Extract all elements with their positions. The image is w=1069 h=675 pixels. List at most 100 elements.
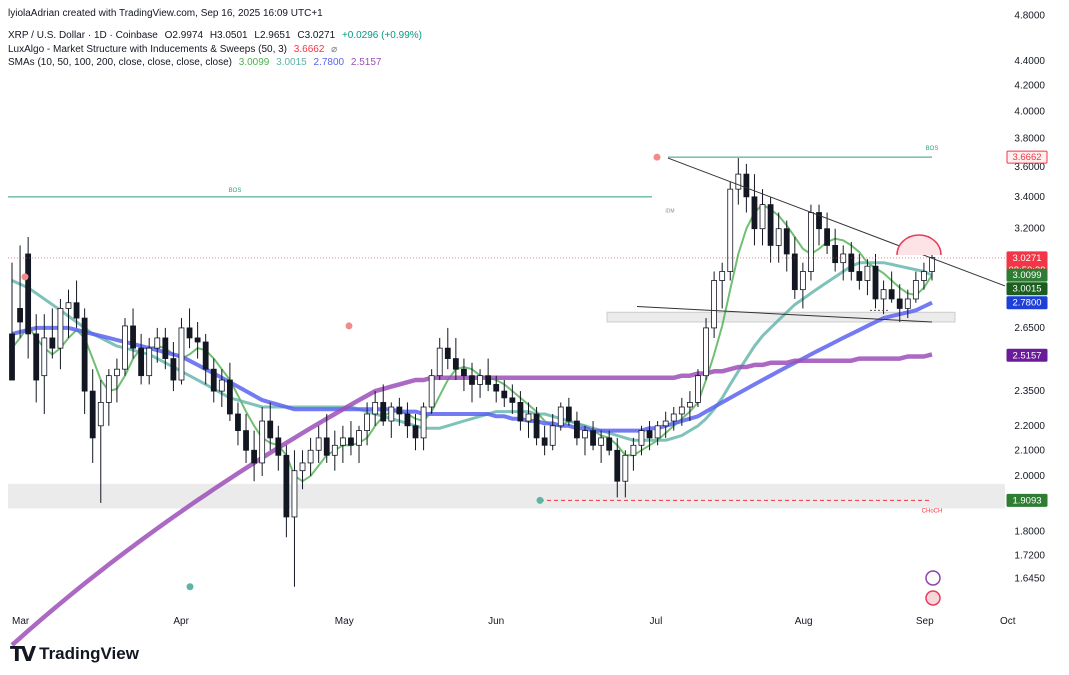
candle-body <box>557 406 564 427</box>
price-tag-text: 3.6662 <box>1012 152 1041 163</box>
candle-body <box>202 341 209 370</box>
bos-label: BOS <box>926 146 939 152</box>
candle-body <box>57 308 64 349</box>
candle-body <box>646 430 653 439</box>
candle-body <box>606 437 613 451</box>
candle-body <box>331 444 338 456</box>
us-flag-icon <box>925 590 941 606</box>
candle-body <box>420 406 427 439</box>
candle-body <box>767 204 774 246</box>
candle-body <box>259 420 266 464</box>
candle-body <box>727 188 734 272</box>
candle-body <box>622 454 629 482</box>
candle-body <box>565 406 572 422</box>
price-tag <box>1006 268 1048 282</box>
price-tag <box>1006 150 1048 164</box>
ohlc-close: C3.0271 <box>297 30 336 41</box>
candle-body <box>888 289 895 300</box>
candle-body <box>122 325 128 370</box>
candle-body <box>816 212 822 230</box>
candle-body <box>428 375 435 408</box>
y-tick-label: 4.2000 <box>1014 81 1045 92</box>
top-arc <box>896 234 942 256</box>
candle-body <box>840 253 847 264</box>
indicator-luxalgo-value: 3.6662 <box>293 44 325 55</box>
candle-body <box>695 375 701 403</box>
candle-body <box>638 430 645 446</box>
indicator-luxalgo-name[interactable]: LuxAlgo - Market Structure with Induceme… <box>8 44 288 55</box>
y-tick-label: 3.8000 <box>1014 133 1045 144</box>
candle-body <box>65 302 72 309</box>
y-tick-label: 2.3500 <box>1014 386 1045 397</box>
sma50-value: 3.0015 <box>276 57 307 68</box>
bos-label: BOS <box>229 188 242 194</box>
candle-body <box>348 437 354 446</box>
y-tick-label: 4.0000 <box>1014 106 1045 117</box>
x-tick-label: May <box>335 616 354 627</box>
price-tag <box>1006 348 1048 362</box>
sma100-value: 2.7800 <box>313 57 345 68</box>
y-tick-label: 2.2000 <box>1014 421 1045 432</box>
candle-body <box>307 449 314 464</box>
candle-body <box>719 271 726 281</box>
candle-body <box>921 271 927 281</box>
price-change: +0.0296 (+0.99%) <box>341 30 422 41</box>
symbol-title[interactable]: XRP / U.S. Dollar · 1D · Coinbase <box>8 30 158 41</box>
price-tag-text: 3.0015 <box>1012 284 1041 295</box>
candle-body <box>49 337 56 349</box>
candle-body <box>9 333 15 381</box>
candle-body <box>493 384 500 392</box>
candle-body <box>678 406 685 415</box>
y-tick-label: 4.8000 <box>1014 10 1045 21</box>
candle-body <box>735 173 742 190</box>
candle-body <box>703 327 709 377</box>
pivot-dot <box>653 153 661 161</box>
y-tick-label: 2.6500 <box>1014 323 1045 334</box>
candle-body <box>194 337 201 343</box>
candle-body <box>574 420 580 439</box>
candle-body <box>799 271 806 291</box>
drawings: BOS BOS IDM CHoCH <box>8 146 1006 606</box>
candle-body <box>743 173 750 198</box>
candle-body <box>541 437 548 446</box>
candle-body <box>372 402 379 415</box>
idm-label: IDM <box>665 209 674 215</box>
time-axis: Mar Apr May Jun Jul Aug Sep Oct <box>12 616 1016 627</box>
candle-body <box>751 196 758 230</box>
candle-body <box>880 289 887 300</box>
candle-body <box>218 379 225 392</box>
y-tick-label: 3.4000 <box>1014 192 1045 203</box>
candle-body <box>711 280 718 329</box>
candle-body <box>808 212 814 272</box>
candle-body <box>89 390 96 439</box>
x-tick-label: Jul <box>650 616 663 627</box>
candle-body <box>783 228 790 255</box>
x-tick-label: Oct <box>1000 616 1016 627</box>
candle-body <box>832 245 839 264</box>
tradingview-logo[interactable]: TV TradingView <box>10 642 139 666</box>
candle-body <box>582 430 588 439</box>
y-tick-label: 3.6000 <box>1014 162 1045 173</box>
resistance-trendline <box>667 157 1006 287</box>
indicator-sma-name[interactable]: SMAs (10, 50, 100, 200, close, close, cl… <box>8 57 232 68</box>
tradingview-logo-text: TradingView <box>39 644 139 663</box>
ohlc-open: O2.9974 <box>164 30 204 41</box>
candle-body <box>759 204 766 230</box>
candle-body <box>380 402 387 422</box>
y-tick-label: 1.8000 <box>1014 526 1045 537</box>
ohlc-low: L2.9651 <box>254 30 291 41</box>
candle-body <box>654 425 661 439</box>
attribution: lyiolaAdrian created with TradingView.co… <box>8 8 323 19</box>
candle-body <box>662 420 669 427</box>
candle-body <box>824 228 830 246</box>
candle-body <box>162 337 169 359</box>
candle-body <box>235 413 241 432</box>
price-tag <box>1006 296 1048 310</box>
hidden-eye-icon[interactable]: ⌀ <box>331 44 338 55</box>
candle-body <box>364 413 370 432</box>
candle-body <box>848 253 855 272</box>
candle-body <box>461 368 467 377</box>
candle-body <box>509 397 516 403</box>
candle-body <box>904 298 911 309</box>
